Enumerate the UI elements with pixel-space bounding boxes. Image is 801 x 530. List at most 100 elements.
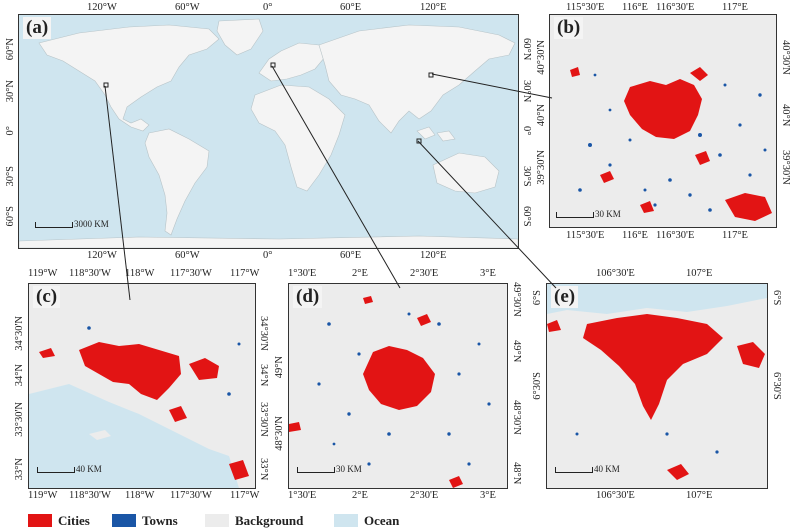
legend-swatch-ocean — [334, 514, 358, 527]
e-right-tick-1: 6°30'S — [771, 372, 782, 400]
panel-d-city-map: (d) 30 KM — [288, 283, 508, 489]
panel-d-label: (d) — [293, 286, 323, 308]
d-left-tick-1: 48°30'N — [274, 416, 285, 451]
c-right-tick-2: 33°30'N — [258, 402, 269, 437]
panel-c-ocean — [29, 384, 239, 488]
panel-b-map-svg — [570, 67, 772, 221]
southeast-asia-islands — [416, 126, 456, 142]
panel-d-cities — [289, 296, 463, 488]
australia-landmass — [432, 152, 500, 194]
legend-item-towns: Towns — [112, 513, 178, 529]
c-left-tick-1: 34°N — [14, 364, 25, 387]
a-bottom-tick-3: 60°E — [340, 250, 362, 261]
panel-b-cities — [570, 67, 772, 221]
c-top-tick-4: 117°W — [230, 268, 260, 279]
a-right-tick-0: 60°N — [521, 38, 532, 61]
greenland-landmass — [216, 18, 264, 56]
e-right-tick-0: 6°S — [771, 290, 782, 306]
north-america-landmass — [38, 24, 220, 132]
a-top-tick-2: 0° — [263, 2, 273, 13]
panel-c-scale-bar: 40 KM — [37, 464, 102, 474]
a-top-tick-1: 60°W — [175, 2, 200, 13]
e-top-tick-1: 107°E — [686, 268, 713, 279]
panel-d-scale-bar: 30 KM — [297, 464, 362, 474]
panel-e-towns — [575, 432, 719, 454]
b-top-tick-3: 117°E — [722, 2, 748, 13]
world-map-svg — [19, 18, 518, 248]
b-right-tick-1: 40°N — [780, 104, 791, 127]
panel-b-label: (b) — [554, 17, 584, 39]
map-legend: Cities Towns Background Ocean — [0, 509, 801, 530]
b-bottom-tick-0: 115°30'E — [566, 230, 605, 241]
b-top-tick-2: 116°30'E — [656, 2, 695, 13]
d-top-tick-3: 3°E — [480, 268, 496, 279]
a-right-tick-2: 0° — [521, 126, 532, 136]
c-bottom-tick-3: 117°30'W — [170, 490, 212, 501]
d-top-tick-0: 1°30'E — [288, 268, 317, 279]
c-bottom-tick-2: 118°W — [125, 490, 155, 501]
asia-landmass — [318, 24, 516, 134]
a-right-tick-1: 30°N — [521, 80, 532, 103]
e-left-tick-0: 6°S — [532, 290, 543, 306]
d-right-tick-1: 49°N — [511, 340, 522, 363]
c-left-tick-0: 34°30'N — [14, 316, 25, 351]
legend-swatch-background — [205, 514, 229, 527]
c-top-tick-0: 119°W — [28, 268, 58, 279]
c-top-tick-1: 118°30'W — [69, 268, 111, 279]
b-bottom-tick-1: 116°E — [622, 230, 648, 241]
b-bottom-tick-2: 116°30'E — [656, 230, 695, 241]
panel-b-towns — [578, 73, 767, 212]
d-bottom-tick-1: 2°E — [352, 490, 368, 501]
panel-d-scale-text: 30 KM — [336, 464, 362, 474]
c-bottom-tick-0: 119°W — [28, 490, 58, 501]
panel-e-scale-text: 40 KM — [594, 464, 620, 474]
panel-e-cities — [547, 314, 765, 480]
b-top-tick-1: 116°E — [622, 2, 648, 13]
panel-e-scale-bar: 40 KM — [555, 464, 620, 474]
d-bottom-tick-0: 1°30'E — [288, 490, 317, 501]
b-right-tick-0: 40°30'N — [780, 40, 791, 75]
c-right-tick-3: 33°N — [258, 458, 269, 481]
a-top-tick-3: 60°E — [340, 2, 362, 13]
legend-swatch-towns — [112, 514, 136, 527]
c-top-tick-2: 118°W — [125, 268, 155, 279]
e-top-tick-0: 106°30'E — [596, 268, 635, 279]
panel-b-city-map: (b) 30 KM — [549, 14, 777, 228]
antarctica-landmass — [19, 235, 518, 248]
panel-e-ocean — [547, 284, 767, 314]
panel-c-cities — [39, 342, 249, 480]
panel-d-map-svg — [289, 296, 491, 488]
legend-item-cities: Cities — [28, 513, 90, 529]
panel-e-city-map: (e) 40 KM — [546, 283, 768, 489]
c-right-tick-0: 34°30'N — [258, 316, 269, 351]
a-bottom-tick-2: 0° — [263, 250, 273, 261]
a-right-tick-4: 60°S — [521, 206, 532, 227]
legend-label-background: Background — [235, 513, 304, 528]
panel-c-towns — [87, 326, 241, 396]
c-right-tick-1: 34°N — [258, 364, 269, 387]
panel-b-scale-bar: 30 KM — [556, 209, 621, 219]
legend-swatch-cities — [28, 514, 52, 527]
panel-c-map-svg — [29, 326, 249, 488]
panel-c-city-map: (c) 40 KM — [28, 283, 256, 489]
panel-d-towns — [317, 312, 491, 466]
e-left-tick-1: 6°30'S — [532, 372, 543, 400]
b-left-tick-2: 39°30'N — [536, 150, 547, 185]
a-left-tick-3: 30°S — [5, 166, 16, 187]
c-bottom-tick-4: 117°W — [230, 490, 260, 501]
b-right-tick-2: 39°30'N — [780, 150, 791, 185]
a-right-tick-3: 30°S — [521, 166, 532, 187]
d-left-tick-0: 49°N — [274, 356, 285, 379]
panel-e-map-svg — [547, 284, 767, 480]
a-bottom-tick-0: 120°W — [87, 250, 117, 261]
legend-label-cities: Cities — [58, 513, 90, 528]
europe-landmass — [258, 42, 326, 82]
panel-c-label: (c) — [33, 286, 61, 308]
legend-item-background: Background — [205, 513, 303, 529]
panel-a-label: (a) — [23, 17, 52, 39]
a-bottom-tick-4: 120°E — [420, 250, 447, 261]
panel-c-island — [89, 430, 111, 440]
d-bottom-tick-2: 2°30'E — [410, 490, 439, 501]
d-right-tick-0: 49°30'N — [511, 282, 522, 317]
panel-a-scale-text: 3000 KM — [74, 219, 109, 229]
